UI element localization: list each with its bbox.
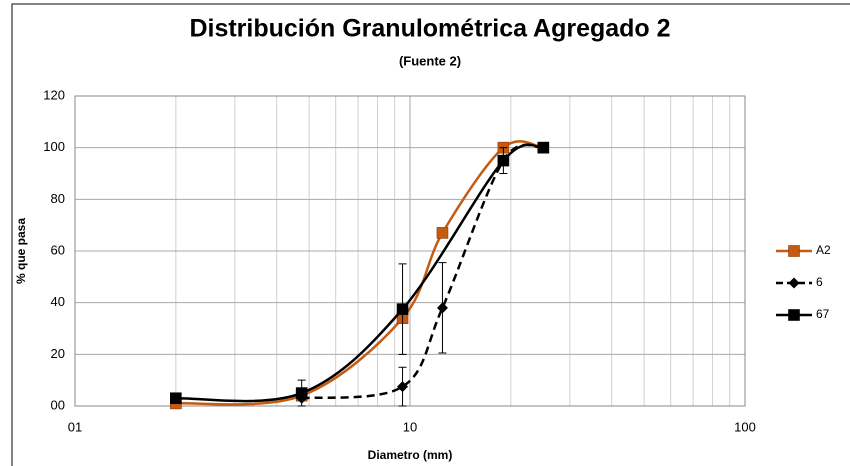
y-axis-title: % que pasa	[14, 218, 28, 284]
x-tick-label: 10	[403, 419, 417, 434]
data-point	[436, 302, 448, 314]
legend-label: 6	[816, 275, 823, 289]
y-tick-label: 80	[51, 191, 65, 206]
plot-border	[74, 95, 746, 407]
y-tick-label: 120	[43, 87, 65, 102]
data-point	[436, 227, 449, 239]
legend-label: A2	[816, 243, 831, 257]
data-point	[497, 154, 510, 167]
legend-marker	[788, 245, 800, 257]
chart-border	[11, 3, 850, 466]
x-tick-label: 01	[68, 419, 82, 434]
chart-title: Distribución Granulométrica Agregado 2	[189, 15, 670, 43]
data-point	[170, 392, 182, 405]
y-tick-label: 100	[43, 139, 65, 154]
legend-marker	[788, 277, 800, 289]
y-tick-label: 20	[51, 346, 65, 361]
data-point	[295, 387, 308, 399]
y-tick-label: 00	[51, 397, 65, 412]
legend-marker	[788, 309, 800, 321]
data-point	[537, 141, 550, 154]
y-tick-label: 40	[51, 294, 65, 309]
chart-subtitle: (Fuente 2)	[399, 53, 461, 68]
x-axis-title: Diametro (mm)	[368, 448, 453, 462]
data-point	[397, 381, 409, 393]
x-tick-label: 100	[734, 419, 756, 434]
legend-label: 67	[816, 307, 830, 321]
y-tick-label: 60	[51, 242, 65, 257]
data-point	[396, 303, 409, 315]
